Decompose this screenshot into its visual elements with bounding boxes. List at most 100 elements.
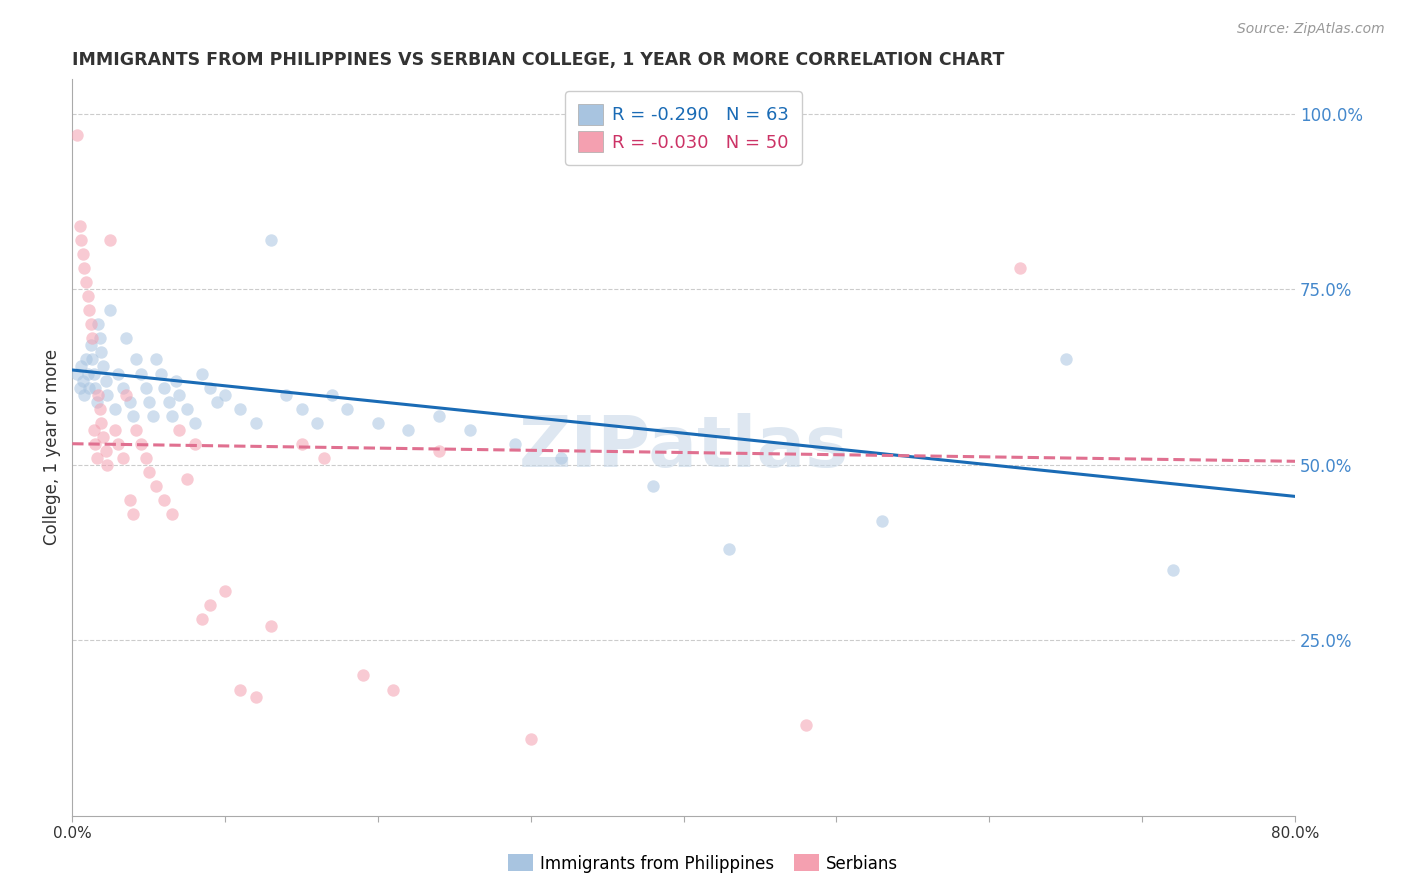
Point bbox=[76, 367, 98, 381]
Point bbox=[83, 367, 105, 381]
Point bbox=[73, 261, 96, 276]
Point bbox=[276, 387, 298, 401]
Point bbox=[872, 514, 894, 528]
Point bbox=[138, 465, 160, 479]
Point bbox=[176, 472, 198, 486]
Point bbox=[458, 423, 481, 437]
Point bbox=[214, 584, 236, 599]
Point bbox=[111, 380, 134, 394]
Point bbox=[382, 682, 405, 697]
Point bbox=[427, 443, 450, 458]
Point bbox=[129, 367, 152, 381]
Point bbox=[66, 128, 89, 142]
Point bbox=[718, 542, 741, 557]
Point bbox=[229, 401, 252, 416]
Point bbox=[122, 507, 145, 521]
Point bbox=[66, 367, 89, 381]
Point bbox=[520, 731, 543, 746]
Point bbox=[183, 416, 205, 430]
Point bbox=[167, 423, 190, 437]
Y-axis label: College, 1 year or more: College, 1 year or more bbox=[44, 349, 60, 545]
Point bbox=[90, 416, 112, 430]
Point bbox=[87, 318, 110, 332]
Point bbox=[1008, 261, 1031, 276]
Point bbox=[245, 416, 267, 430]
Point bbox=[104, 423, 127, 437]
Point bbox=[91, 430, 114, 444]
Point bbox=[70, 359, 93, 374]
Point bbox=[111, 450, 134, 465]
Point bbox=[82, 352, 104, 367]
Point bbox=[90, 345, 112, 359]
Point bbox=[229, 682, 252, 697]
Point bbox=[145, 352, 167, 367]
Point bbox=[75, 352, 97, 367]
Point bbox=[153, 380, 176, 394]
Point bbox=[86, 394, 108, 409]
Point bbox=[120, 394, 142, 409]
Point bbox=[427, 409, 450, 423]
Point bbox=[149, 367, 172, 381]
Point bbox=[138, 394, 160, 409]
Point bbox=[87, 387, 110, 401]
Point bbox=[114, 387, 136, 401]
Point bbox=[1054, 352, 1077, 367]
Point bbox=[641, 479, 664, 493]
Text: ZIPatlas: ZIPatlas bbox=[519, 413, 849, 482]
Point bbox=[83, 423, 105, 437]
Point bbox=[305, 416, 328, 430]
Point bbox=[290, 436, 312, 450]
Point bbox=[77, 380, 100, 394]
Point bbox=[135, 380, 157, 394]
Point bbox=[86, 450, 108, 465]
Point bbox=[191, 612, 214, 626]
Point bbox=[321, 387, 343, 401]
Point bbox=[69, 219, 91, 233]
Point bbox=[290, 401, 312, 416]
Point bbox=[104, 401, 127, 416]
Text: IMMIGRANTS FROM PHILIPPINES VS SERBIAN COLLEGE, 1 YEAR OR MORE CORRELATION CHART: IMMIGRANTS FROM PHILIPPINES VS SERBIAN C… bbox=[72, 51, 1005, 69]
Point bbox=[260, 619, 283, 633]
Point bbox=[398, 423, 420, 437]
Point bbox=[84, 380, 107, 394]
Point bbox=[160, 409, 183, 423]
Point bbox=[183, 436, 205, 450]
Point bbox=[120, 492, 142, 507]
Point bbox=[157, 394, 180, 409]
Point bbox=[100, 303, 122, 318]
Point bbox=[122, 409, 145, 423]
Point bbox=[129, 436, 152, 450]
Point bbox=[75, 275, 97, 289]
Point bbox=[314, 450, 336, 465]
Point bbox=[107, 436, 129, 450]
Legend: R = -0.290   N = 63, R = -0.030   N = 50: R = -0.290 N = 63, R = -0.030 N = 50 bbox=[565, 91, 801, 165]
Point bbox=[82, 331, 104, 345]
Point bbox=[165, 374, 187, 388]
Point bbox=[176, 401, 198, 416]
Point bbox=[94, 443, 117, 458]
Point bbox=[198, 380, 221, 394]
Point bbox=[198, 599, 221, 613]
Point bbox=[77, 303, 100, 318]
Point bbox=[94, 374, 117, 388]
Legend: Immigrants from Philippines, Serbians: Immigrants from Philippines, Serbians bbox=[502, 847, 904, 880]
Point bbox=[794, 717, 817, 731]
Point bbox=[76, 289, 98, 303]
Point bbox=[79, 338, 101, 352]
Point bbox=[96, 387, 118, 401]
Point bbox=[72, 374, 94, 388]
Point bbox=[260, 233, 283, 247]
Point bbox=[191, 367, 214, 381]
Point bbox=[207, 394, 229, 409]
Point bbox=[79, 318, 101, 332]
Point bbox=[70, 233, 93, 247]
Point bbox=[73, 387, 96, 401]
Point bbox=[135, 450, 157, 465]
Point bbox=[89, 331, 111, 345]
Point bbox=[125, 423, 148, 437]
Point bbox=[145, 479, 167, 493]
Point bbox=[142, 409, 165, 423]
Point bbox=[336, 401, 359, 416]
Point bbox=[550, 450, 572, 465]
Point bbox=[107, 367, 129, 381]
